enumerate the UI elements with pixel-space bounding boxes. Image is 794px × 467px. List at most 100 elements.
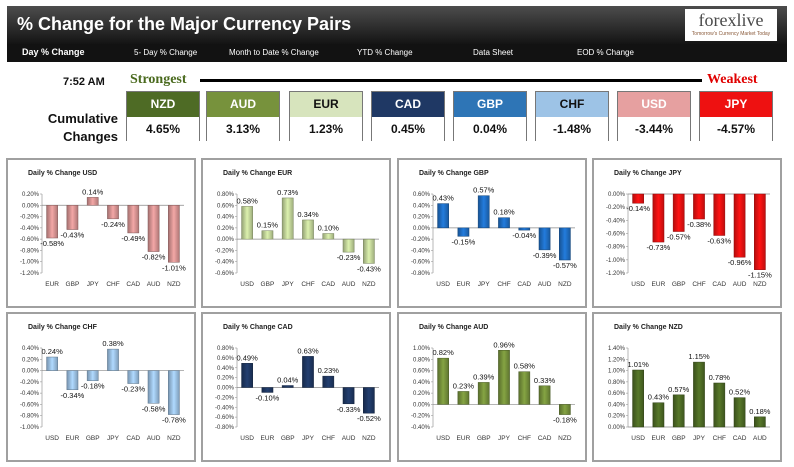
tab-5-day-change[interactable]: 5- Day % Change — [134, 48, 198, 57]
timestamp: 7:52 AM — [63, 76, 105, 88]
y-tick-label: 1.00% — [413, 346, 431, 352]
data-label: -0.18% — [553, 416, 577, 425]
chart-panel-chf: Daily % Change CHF 0.40% 0.20% 0.00% -0.20% -… — [6, 312, 196, 462]
y-tick-label: 0.20% — [22, 192, 40, 198]
y-tick-label: -1.00% — [606, 258, 626, 264]
y-tick-label: 1.00% — [608, 369, 626, 375]
x-tick-label: EUR — [457, 281, 471, 288]
tab-day-change[interactable]: Day % Change — [22, 47, 85, 57]
y-tick-label: -0.40% — [20, 391, 40, 397]
y-tick-label: 0.20% — [217, 226, 235, 232]
data-label: 0.18% — [493, 208, 515, 217]
currency-change: 0.45% — [372, 117, 444, 141]
y-tick-label: 0.00% — [413, 226, 431, 232]
x-tick-label: EUR — [652, 435, 666, 442]
x-tick-label: EUR — [261, 435, 275, 442]
bar-nzd — [168, 370, 180, 415]
forexlive-logo[interactable]: forexlive Tomorrow's Currency Market Tod… — [685, 9, 777, 41]
x-tick-label: GBP — [477, 435, 491, 442]
x-tick-label: NZD — [167, 281, 181, 288]
data-label: -0.23% — [121, 385, 145, 394]
y-tick-label: -0.60% — [20, 402, 40, 408]
x-tick-label: USD — [436, 435, 450, 442]
tab-data-sheet[interactable]: Data Sheet — [473, 48, 514, 57]
chart-title: Daily % Change AUD — [419, 324, 488, 331]
bar-usd — [632, 369, 644, 428]
chart-panel-eur: Daily % Change EUR 0.80% 0.60% 0.40% 0.20% 0.… — [201, 158, 391, 308]
x-tick-label: AUD — [342, 281, 356, 288]
y-tick-label: -0.80% — [215, 425, 235, 431]
logo-tagline: Tomorrow's Currency Market Today — [691, 31, 771, 37]
tab-ytd-change[interactable]: YTD % Change — [357, 48, 413, 57]
data-label: -0.52% — [357, 414, 381, 423]
y-tick-label: 0.80% — [608, 380, 626, 386]
bar-gbp — [281, 385, 294, 388]
x-tick-label: EUR — [457, 435, 471, 442]
data-label: 0.39% — [473, 372, 495, 381]
data-label: 0.96% — [493, 340, 515, 349]
y-tick-label: -1.00% — [20, 260, 40, 266]
x-tick-label: JPY — [693, 435, 706, 442]
data-label: 0.49% — [237, 353, 259, 362]
chart-title: Daily % Change GBP — [419, 170, 489, 177]
data-label: -1.15% — [748, 271, 772, 280]
y-tick-label: -1.20% — [606, 271, 626, 277]
x-tick-label: GBP — [86, 435, 100, 442]
strongest-label: Strongest — [130, 72, 187, 87]
x-tick-label: USD — [45, 435, 59, 442]
bar-eur — [66, 370, 79, 391]
bar-aud — [147, 370, 160, 404]
bar-gbp — [672, 394, 685, 428]
data-label: 0.23% — [453, 381, 475, 390]
y-tick-label: 0.60% — [217, 356, 235, 362]
data-label: 1.15% — [688, 352, 710, 361]
bar-aud — [147, 205, 160, 252]
bar-aud — [342, 387, 355, 405]
currency-code: CHF — [536, 92, 608, 117]
bar-gbp — [672, 193, 685, 232]
y-tick-label: 0.40% — [413, 380, 431, 386]
weakest-label: Weakest — [707, 72, 758, 87]
x-tick-label: AUD — [733, 281, 747, 288]
bar-aud — [538, 227, 551, 251]
x-tick-label: EUR — [45, 281, 59, 288]
data-label: -0.57% — [667, 233, 691, 242]
bar-chart: Daily % Change USD 0.20% 0.00% -0.20% -0.40%… — [20, 170, 186, 288]
data-label: 0.57% — [668, 385, 690, 394]
y-tick-label: 0.00% — [413, 402, 431, 408]
bar-aud — [754, 416, 766, 428]
x-tick-label: AUD — [147, 435, 161, 442]
currency-change: 1.23% — [290, 117, 362, 141]
currency-tile-gbp: GBP 0.04% — [453, 91, 527, 141]
y-tick-label: -0.20% — [606, 205, 626, 211]
y-tick-label: -0.80% — [20, 414, 40, 420]
data-label: -0.04% — [512, 231, 536, 240]
data-label: 0.23% — [318, 366, 340, 375]
bar-chf — [107, 205, 119, 220]
currency-change: 4.65% — [127, 117, 199, 141]
tab-eod-change[interactable]: EOD % Change — [577, 48, 634, 57]
x-tick-label: CAD — [517, 281, 531, 288]
y-tick-label: -1.20% — [20, 271, 40, 277]
y-tick-label: -0.20% — [411, 237, 431, 243]
y-tick-label: 0.40% — [22, 346, 40, 352]
data-label: -0.49% — [121, 234, 145, 243]
y-tick-label: 0.40% — [217, 215, 235, 221]
bar-chf — [693, 193, 705, 220]
tab-month-to-date-change[interactable]: Month to Date % Change — [229, 48, 319, 57]
x-tick-label: NZD — [558, 281, 572, 288]
bar-cad — [518, 227, 531, 231]
bar-chf — [713, 382, 726, 428]
x-tick-label: JPY — [282, 281, 295, 288]
y-tick-label: -0.60% — [215, 271, 235, 277]
data-label: 0.14% — [82, 187, 104, 196]
bar-chf — [322, 375, 335, 388]
currency-tile-chf: CHF -1.48% — [535, 91, 609, 141]
y-tick-label: -0.40% — [215, 260, 235, 266]
data-label: 0.58% — [514, 362, 536, 371]
bar-cad — [538, 385, 551, 405]
y-tick-label: 0.20% — [22, 357, 40, 363]
x-tick-label: CAD — [321, 281, 335, 288]
data-label: -0.73% — [647, 243, 671, 252]
y-tick-label: -0.20% — [215, 248, 235, 254]
